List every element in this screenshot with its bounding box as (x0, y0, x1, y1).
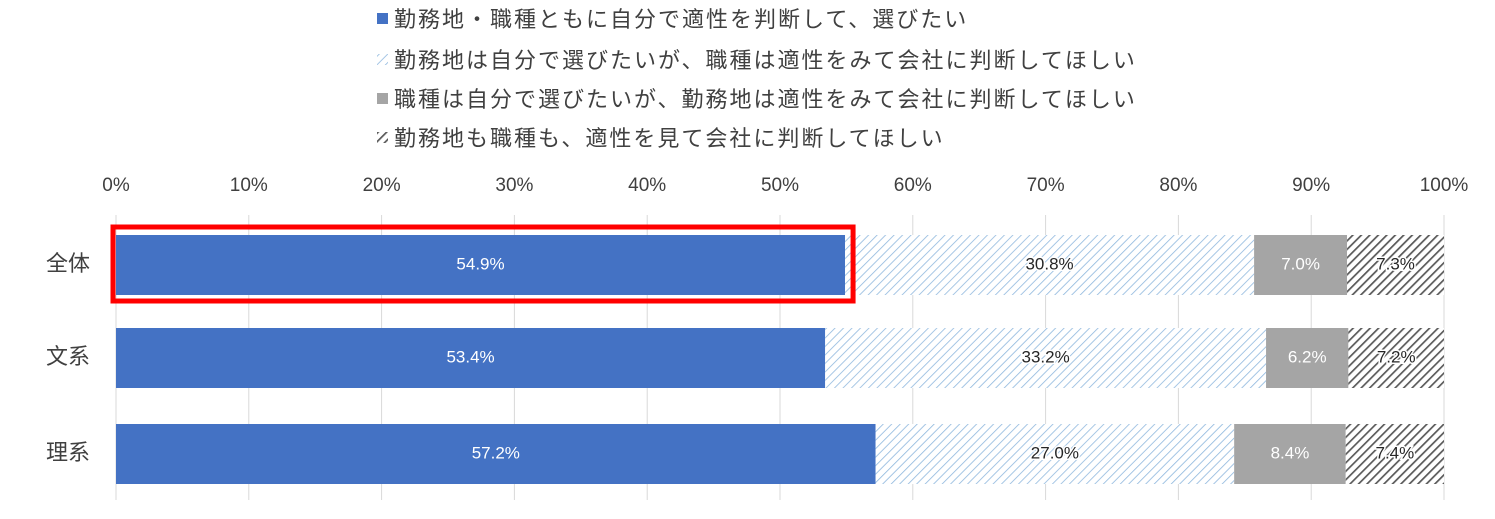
data-label: 27.0% (1031, 443, 1079, 462)
legend-label: 勤務地も職種も、適性を見て会社に判断してほしい (394, 127, 945, 152)
bar-segment (116, 424, 876, 484)
legend-item: 職種は自分で選びたいが、勤務地は適性をみて会社に判断してほしい (377, 88, 1137, 113)
legend-item: 勤務地も職種も、適性を見て会社に判断してほしい (377, 127, 945, 152)
data-label: 7.3% (1376, 254, 1415, 273)
highlight-rectangle (110, 224, 856, 304)
legend: 勤務地・職種ともに自分で適性を判断して、選びたい勤務地は自分で選びたいが、職種は… (377, 8, 1137, 152)
data-label: 54.9% (456, 254, 504, 273)
data-label: 8.4% (1271, 443, 1310, 462)
legend-swatch (377, 54, 388, 65)
x-tick-label: 10% (230, 175, 268, 196)
bar-segment (1345, 424, 1444, 484)
highlight-box (110, 224, 856, 304)
bar-segment (1347, 235, 1444, 295)
data-labels: 54.9% 30.8% 7.0% 7.3% 53.4% 33.2% 6.2% 7.2% 57.2… (446, 253, 1417, 464)
bar-segment (116, 328, 826, 388)
x-tick-label: 20% (363, 175, 401, 196)
category-label: 全体 (46, 252, 90, 277)
x-tick-label: 0% (102, 175, 130, 196)
data-label: 7.0% (1281, 254, 1320, 273)
x-tick-label: 40% (628, 175, 666, 196)
bar-segment (1348, 328, 1444, 388)
category-label: 文系 (46, 345, 90, 370)
data-label: 7.4% (1375, 443, 1414, 462)
x-tick-label: 70% (1027, 175, 1065, 196)
legend-swatch (377, 132, 388, 143)
x-tick-label: 90% (1292, 175, 1330, 196)
legend-label: 勤務地・職種ともに自分で適性を判断して、選びたい (394, 8, 968, 33)
data-label: 53.4% (446, 347, 494, 366)
data-label: 57.2% (472, 443, 520, 462)
data-label: 7.2% (1377, 347, 1416, 366)
bar-segment (845, 235, 1255, 295)
x-tick-label: 50% (761, 175, 799, 196)
legend-item: 勤務地は自分で選びたいが、職種は適性をみて会社に判断してほしい (377, 49, 1137, 74)
data-label: 33.2% (1021, 347, 1069, 366)
bar-segment (875, 424, 1235, 484)
x-axis-tick-labels: 0% 10% 20% 30% 40% 50% 60% 70% 80% 90% 100% (102, 175, 1468, 196)
legend-swatch (377, 13, 388, 24)
data-label: 30.8% (1025, 254, 1073, 273)
bar-segment (825, 328, 1267, 388)
x-tick-label: 60% (894, 175, 932, 196)
bar-segment (1266, 328, 1349, 388)
legend-swatch (377, 93, 388, 104)
category-label: 理系 (46, 441, 90, 466)
data-label: 6.2% (1288, 347, 1327, 366)
legend-label: 勤務地は自分で選びたいが、職種は適性をみて会社に判断してほしい (394, 49, 1137, 74)
bar-segment (1234, 424, 1346, 484)
legend-item: 勤務地・職種ともに自分で適性を判断して、選びたい (377, 8, 968, 33)
legend-label: 職種は自分で選びたいが、勤務地は適性をみて会社に判断してほしい (394, 88, 1137, 113)
x-tick-label: 100% (1420, 175, 1469, 196)
x-tick-label: 30% (495, 175, 533, 196)
bar-segment (1254, 235, 1348, 295)
bar-segment (116, 235, 846, 295)
bars (116, 235, 1444, 484)
x-tick-label: 80% (1159, 175, 1197, 196)
